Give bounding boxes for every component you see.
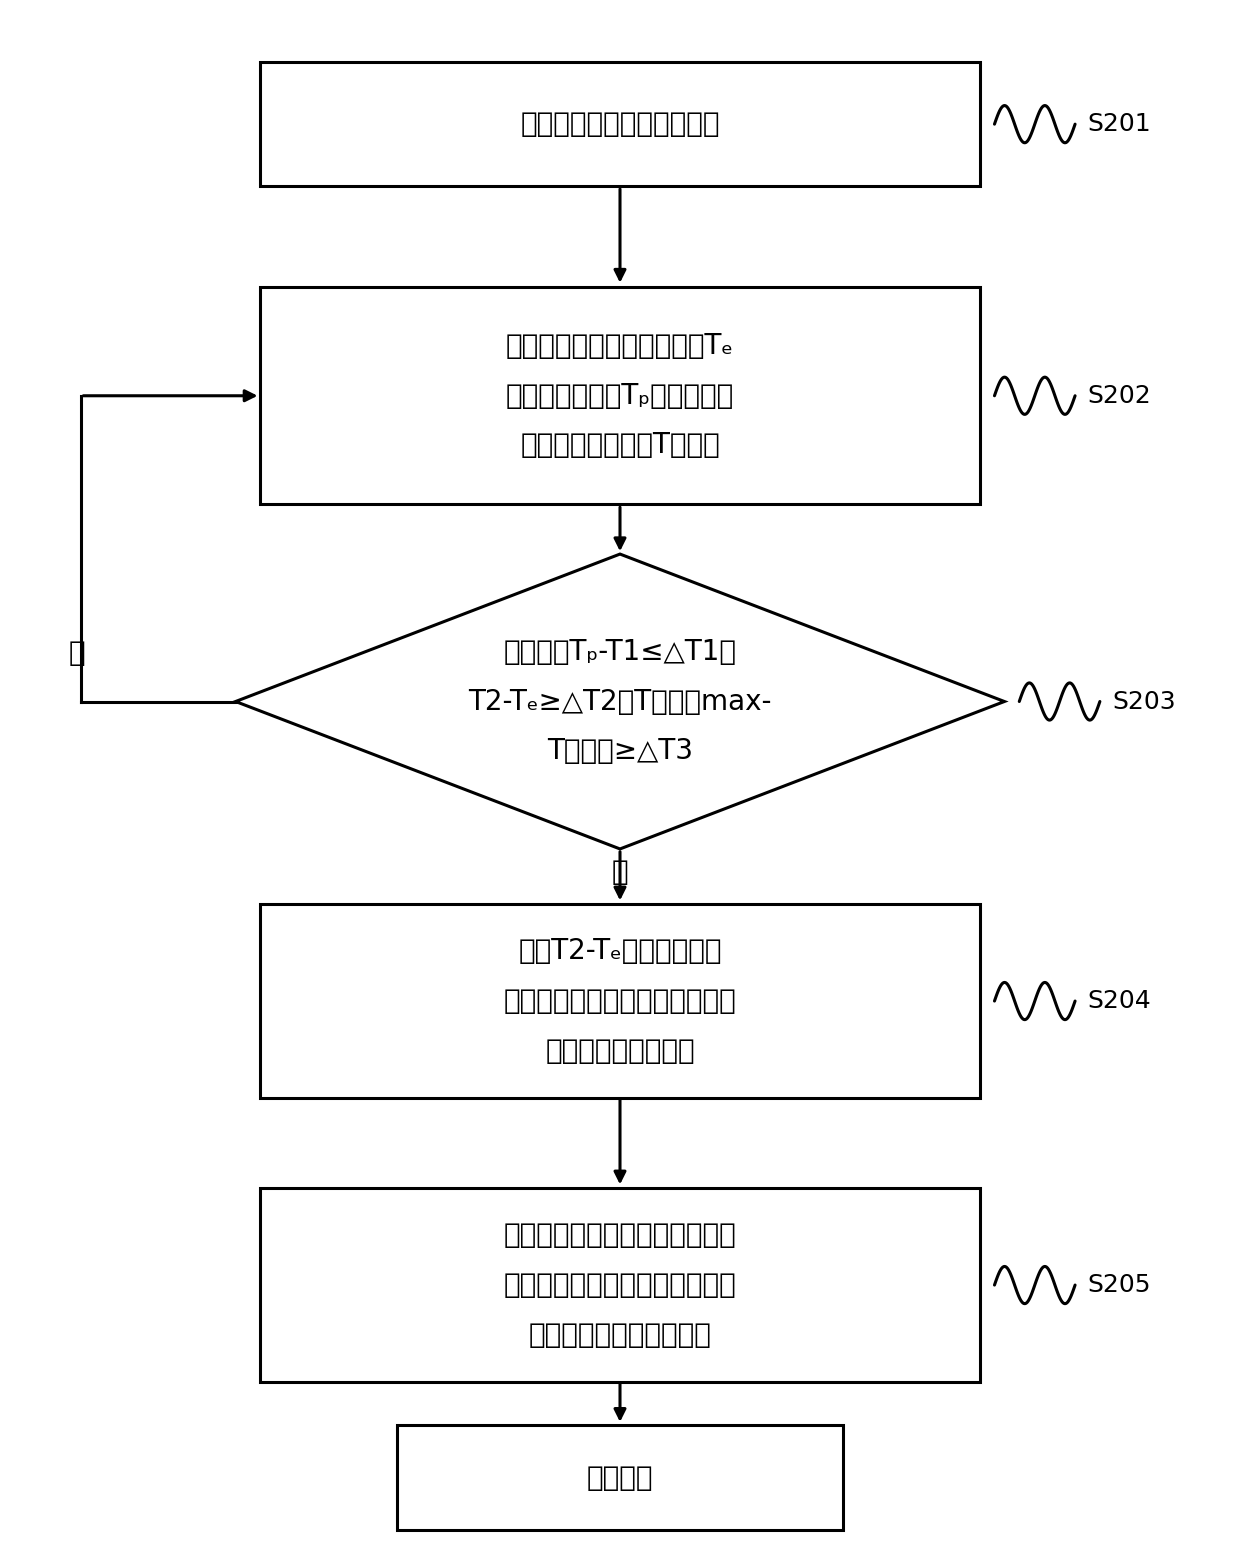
Text: 是: 是 bbox=[611, 858, 629, 886]
Text: 根据T2-Tₑ，从第一关联: 根据T2-Tₑ，从第一关联 bbox=[518, 937, 722, 965]
Bar bbox=[260, 903, 980, 1099]
Text: 进行调整，以及按照第一内风机: 进行调整，以及按照第一内风机 bbox=[503, 1271, 737, 1299]
Text: S201: S201 bbox=[1087, 112, 1151, 137]
Text: T2-Tₑ≥△T2，T上壳体max-: T2-Tₑ≥△T2，T上壳体max- bbox=[469, 688, 771, 715]
Polygon shape bbox=[236, 554, 1004, 849]
Text: T上壳体≥△T3: T上壳体≥△T3 bbox=[547, 737, 693, 765]
Text: 按照第一外风机转速对室外风机: 按照第一外风机转速对室外风机 bbox=[503, 1221, 737, 1249]
Text: 转速对室内风机进行调整: 转速对室内风机进行调整 bbox=[528, 1321, 712, 1349]
Bar bbox=[397, 1425, 843, 1530]
Text: 热器的上壳体温度T上壳体: 热器的上壳体温度T上壳体 bbox=[520, 431, 720, 459]
Bar bbox=[260, 62, 980, 186]
Text: 、室内盘管温度Tₚ以及室外换: 、室内盘管温度Tₚ以及室外换 bbox=[506, 382, 734, 410]
Text: 空调开机，以制热模式运行: 空调开机，以制热模式运行 bbox=[521, 110, 719, 138]
Text: 否: 否 bbox=[68, 639, 86, 667]
Bar bbox=[260, 1189, 980, 1383]
Text: S203: S203 bbox=[1112, 689, 1176, 714]
Text: 速和第一内风机转速: 速和第一内风机转速 bbox=[546, 1037, 694, 1065]
Text: 流程结束: 流程结束 bbox=[587, 1464, 653, 1491]
Text: S205: S205 bbox=[1087, 1273, 1151, 1297]
Text: S202: S202 bbox=[1087, 383, 1151, 408]
Text: S204: S204 bbox=[1087, 989, 1151, 1013]
Bar bbox=[260, 287, 980, 504]
Text: 判断是否Tₚ-T1≤△T1，: 判断是否Tₚ-T1≤△T1， bbox=[503, 638, 737, 666]
Text: 关系中获取对应的第一外风机转: 关系中获取对应的第一外风机转 bbox=[503, 987, 737, 1015]
Text: 检测室外机的室外盘管温度Tₑ: 检测室外机的室外盘管温度Tₑ bbox=[506, 332, 734, 360]
